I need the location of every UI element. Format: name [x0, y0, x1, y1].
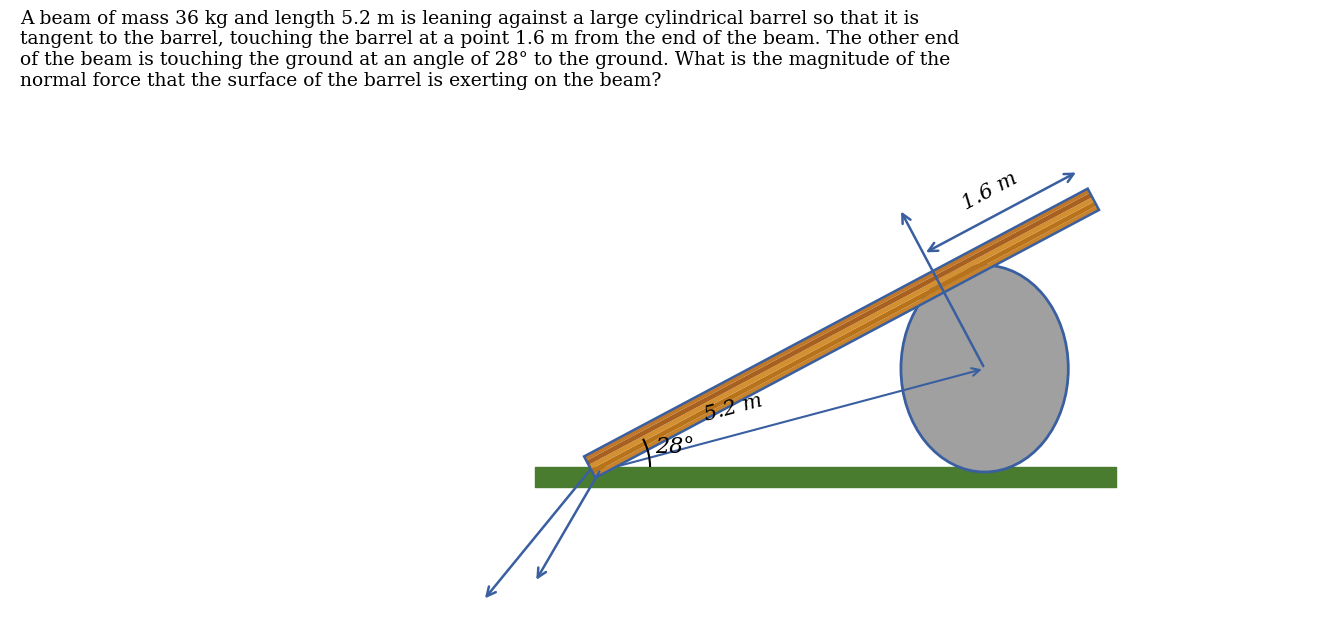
- Polygon shape: [586, 193, 1093, 465]
- Text: A beam of mass 36 kg and length 5.2 m is leaning against a large cylindrical bar: A beam of mass 36 kg and length 5.2 m is…: [20, 10, 960, 90]
- Polygon shape: [589, 197, 1094, 469]
- Polygon shape: [591, 202, 1097, 473]
- Polygon shape: [585, 189, 1090, 461]
- Text: 5.2 m: 5.2 m: [703, 391, 765, 425]
- Text: 1.6 m: 1.6 m: [958, 168, 1020, 214]
- Polygon shape: [593, 205, 1099, 478]
- Ellipse shape: [900, 265, 1068, 472]
- Text: 28°: 28°: [656, 436, 695, 458]
